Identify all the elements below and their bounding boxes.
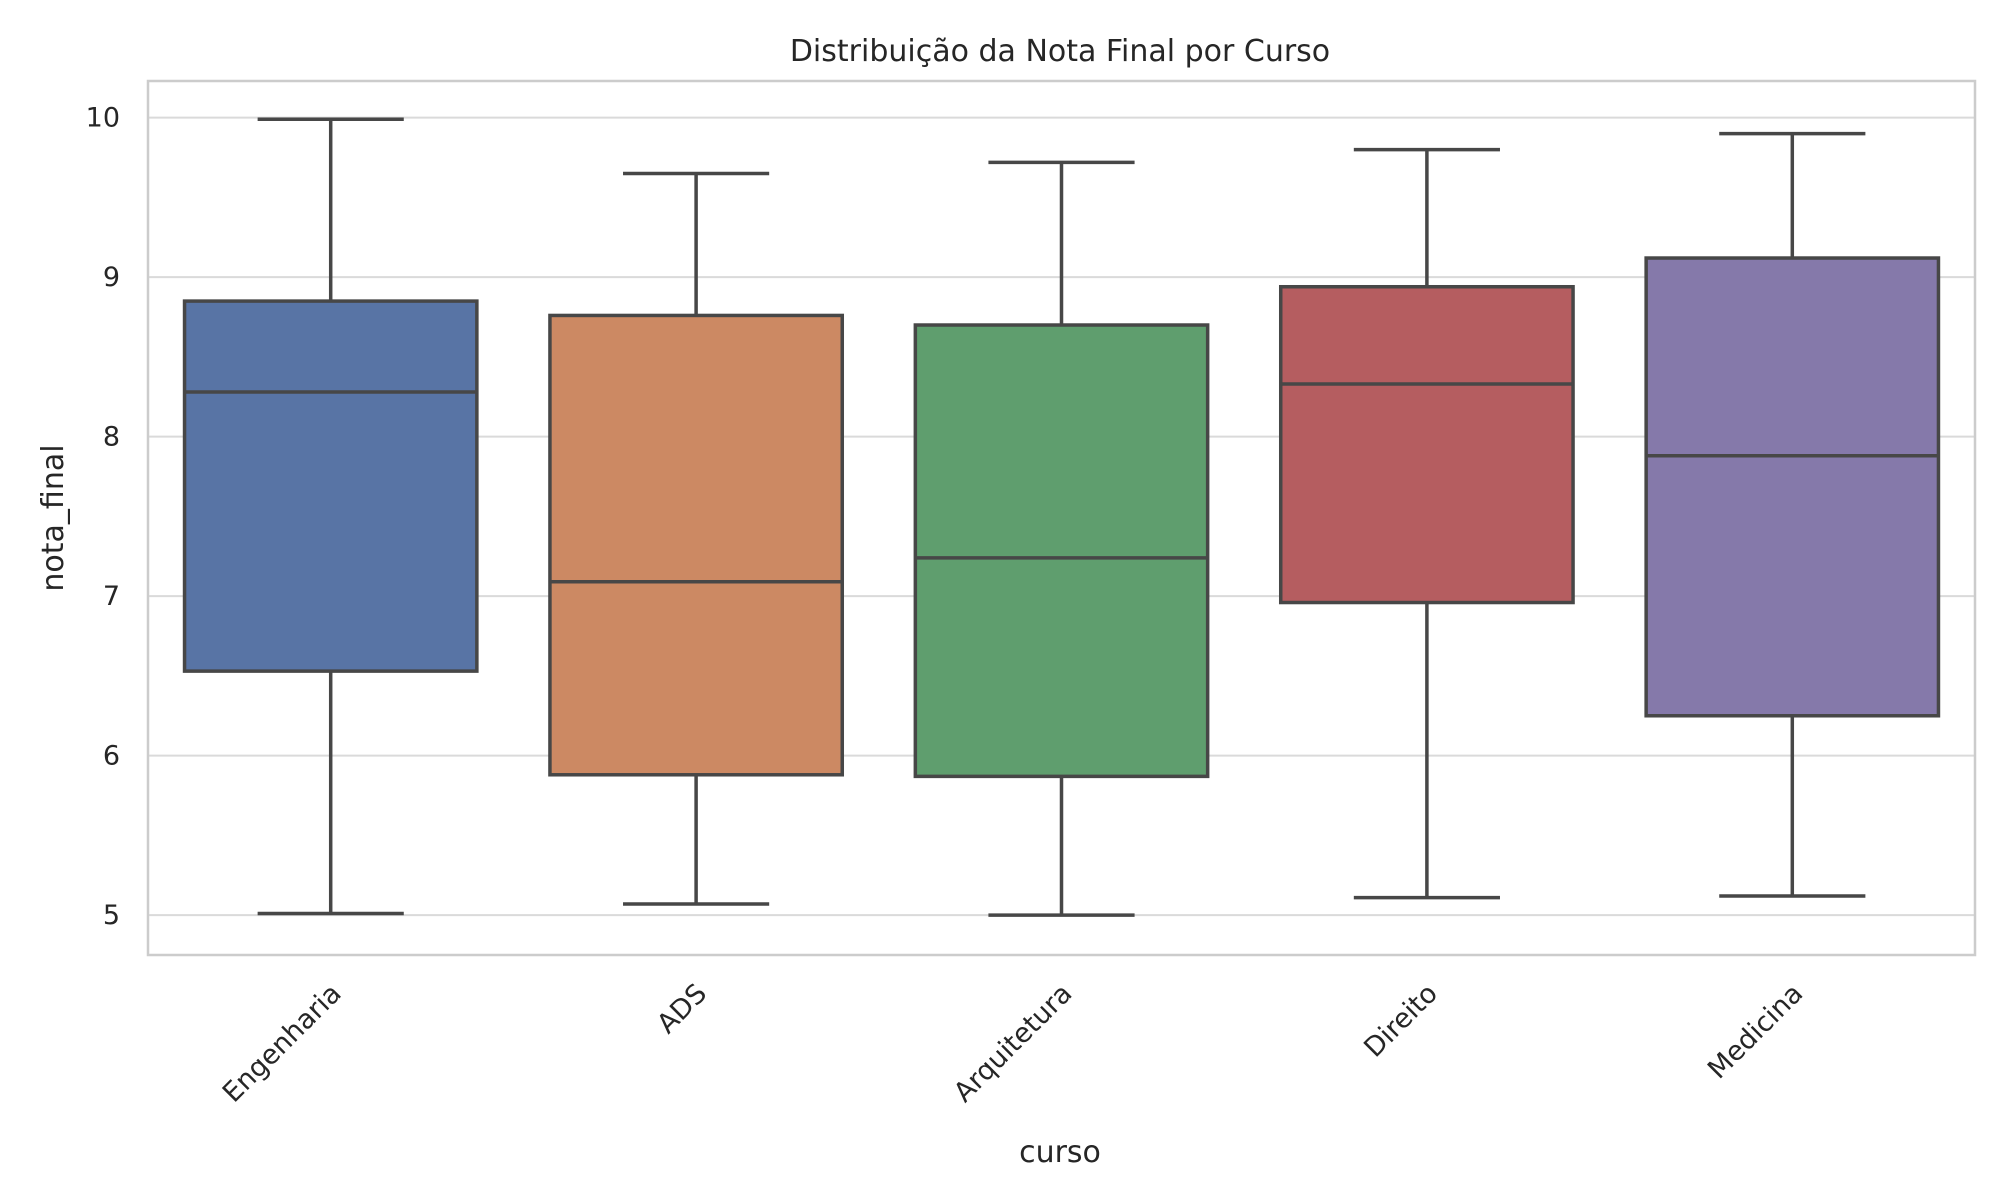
y-tick-label: 7	[103, 581, 120, 612]
y-tick-label: 8	[103, 422, 120, 453]
iqr-box	[1278, 284, 1575, 605]
chart-title: Distribuição da Nota Final por Curso	[790, 34, 1330, 69]
y-tick-label: 9	[103, 262, 120, 293]
x-tick-label: Direito	[1358, 978, 1444, 1064]
iqr-box	[913, 323, 1210, 779]
x-tick-label: Medicina	[1702, 978, 1809, 1085]
y-tick-label: 5	[103, 900, 120, 931]
box-arquitetura	[913, 160, 1210, 917]
iqr-box	[548, 313, 845, 777]
box-engenharia	[182, 117, 479, 916]
plot-frame	[146, 79, 1977, 957]
x-tick-label: ADS	[651, 978, 713, 1040]
box-medicina	[1644, 131, 1941, 898]
box-direito	[1278, 147, 1575, 900]
iqr-box	[182, 299, 479, 673]
box-ads	[548, 171, 845, 906]
y-tick-label: 10	[86, 103, 120, 134]
box-series	[182, 117, 1941, 917]
x-tick-label: Engenharia	[217, 978, 348, 1109]
y-axis-label: nota_final	[36, 444, 71, 591]
iqr-box	[1644, 256, 1941, 718]
y-tick-label: 6	[103, 741, 120, 772]
x-axis-ticks: Engenharia ADS Arquitetura Direito Medicina	[217, 978, 1809, 1109]
y-axis-ticks: 5 6 7 8 9 10	[86, 103, 120, 931]
x-tick-label: Arquitetura	[948, 978, 1078, 1108]
x-axis-label: curso	[1019, 1135, 1101, 1170]
